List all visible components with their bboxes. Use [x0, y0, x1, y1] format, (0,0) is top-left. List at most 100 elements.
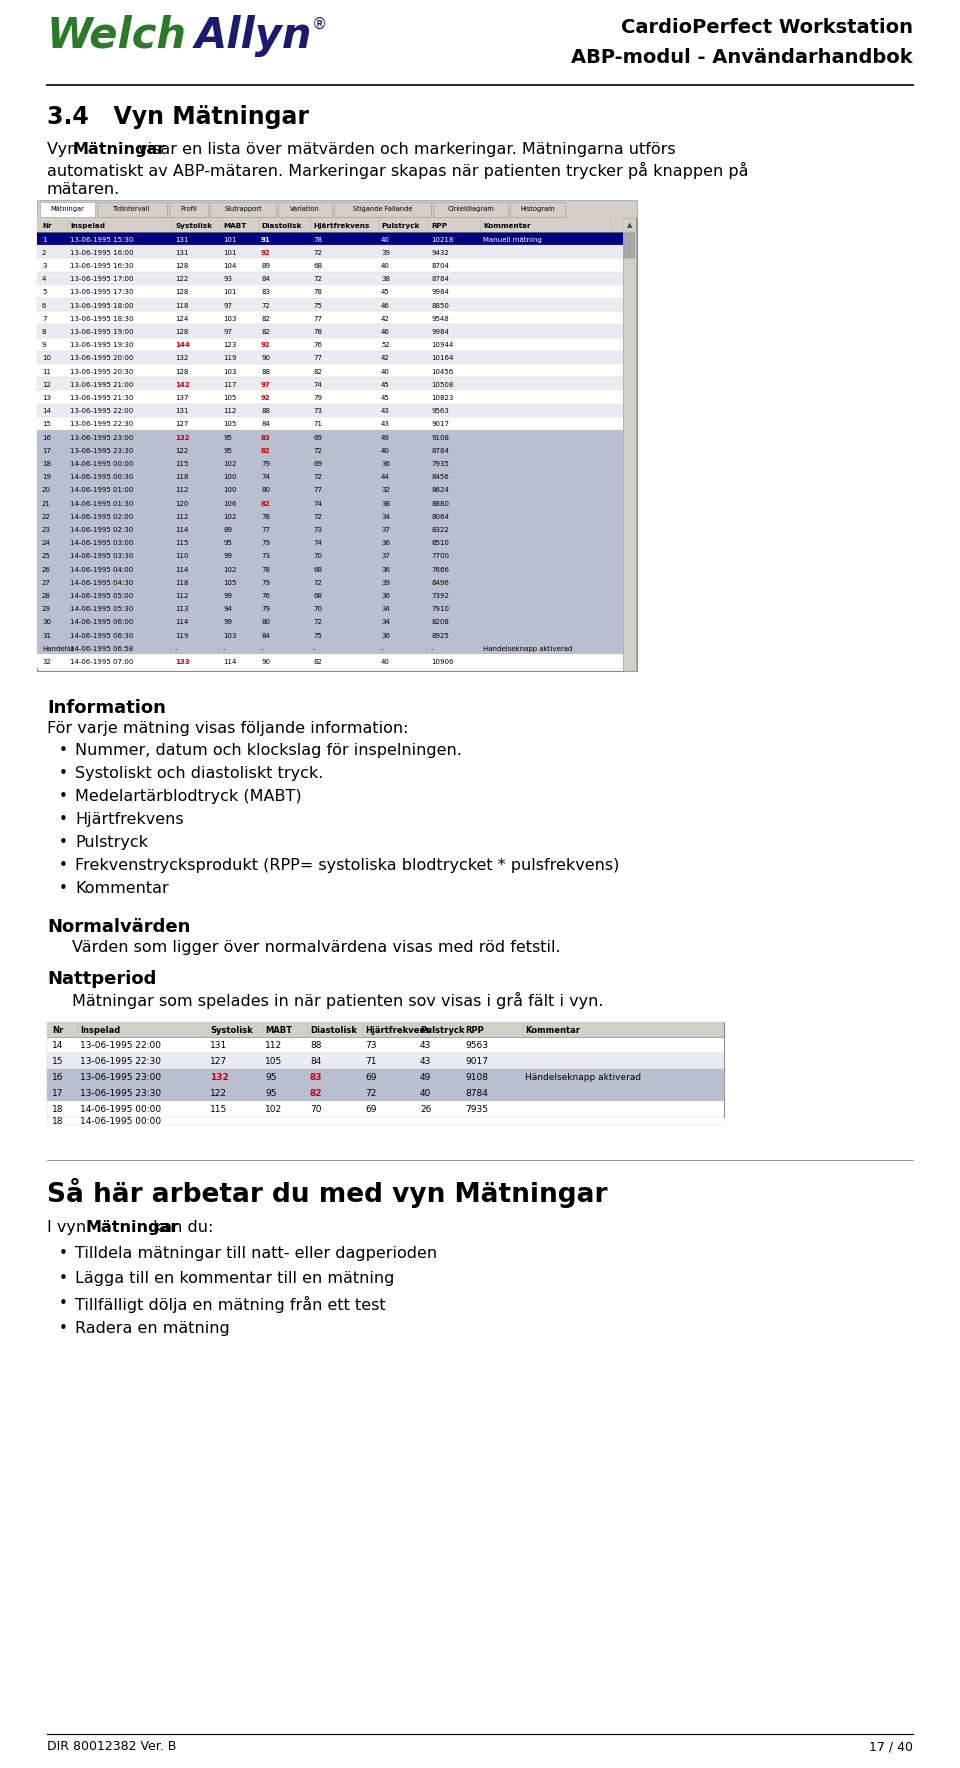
Bar: [37, 562, 623, 575]
Text: 122: 122: [210, 1089, 227, 1098]
Bar: [47, 1022, 724, 1117]
Bar: [47, 1117, 724, 1124]
Text: 42: 42: [381, 316, 390, 322]
Text: 97: 97: [223, 329, 232, 334]
Text: 13-06-1995 20:00: 13-06-1995 20:00: [70, 355, 133, 361]
Text: 128: 128: [175, 368, 188, 375]
Text: 13-06-1995 22:00: 13-06-1995 22:00: [70, 408, 133, 414]
Text: 72: 72: [313, 447, 322, 454]
Text: 93: 93: [223, 276, 232, 283]
Bar: [37, 350, 623, 364]
Text: 120: 120: [175, 500, 188, 507]
Text: 78: 78: [313, 290, 322, 295]
Text: 82: 82: [310, 1089, 323, 1098]
Text: Inspelad: Inspelad: [80, 1025, 120, 1034]
Text: Kommentar: Kommentar: [525, 1025, 580, 1034]
Text: 8: 8: [42, 329, 46, 334]
Text: 72: 72: [365, 1089, 376, 1098]
Text: 114: 114: [175, 619, 188, 626]
Text: 92: 92: [261, 343, 271, 348]
Text: 39: 39: [381, 249, 390, 256]
Text: 112: 112: [175, 488, 188, 493]
Bar: [37, 391, 623, 403]
Bar: [37, 338, 623, 350]
Bar: [97, 202, 167, 217]
Text: 4: 4: [42, 276, 46, 283]
Text: 114: 114: [175, 566, 188, 573]
Text: 38: 38: [381, 276, 390, 283]
Text: 18: 18: [52, 1105, 63, 1114]
Bar: [37, 232, 623, 246]
Text: 137: 137: [175, 394, 188, 401]
Text: 128: 128: [175, 329, 188, 334]
Text: 69: 69: [365, 1073, 376, 1082]
Text: 14: 14: [42, 408, 51, 414]
Bar: [37, 601, 623, 615]
Text: 112: 112: [175, 514, 188, 520]
Text: 110: 110: [175, 553, 188, 559]
Text: 88: 88: [310, 1041, 322, 1050]
Text: 13-06-1995 23:00: 13-06-1995 23:00: [80, 1073, 161, 1082]
Text: 92: 92: [261, 394, 271, 401]
Text: 84: 84: [261, 276, 270, 283]
Text: 23: 23: [42, 527, 51, 532]
Text: 8064: 8064: [431, 514, 449, 520]
Text: 122: 122: [175, 276, 188, 283]
Text: 68: 68: [313, 566, 322, 573]
Text: 13-06-1995 19:00: 13-06-1995 19:00: [70, 329, 133, 334]
Text: Diastolisk: Diastolisk: [310, 1025, 357, 1034]
Text: 84: 84: [261, 421, 270, 428]
Text: 13-06-1995 22:30: 13-06-1995 22:30: [70, 421, 133, 428]
Text: 46: 46: [381, 302, 390, 309]
Text: 17: 17: [52, 1089, 63, 1098]
Text: MABT: MABT: [223, 223, 247, 230]
Text: 45: 45: [381, 290, 390, 295]
Text: 102: 102: [223, 461, 236, 467]
Text: Mätningar: Mätningar: [85, 1220, 179, 1234]
Text: 10: 10: [42, 355, 51, 361]
Text: 83: 83: [310, 1073, 323, 1082]
Text: 8784: 8784: [431, 276, 449, 283]
Text: •: •: [59, 857, 68, 873]
Text: 100: 100: [223, 488, 236, 493]
Text: •: •: [59, 1271, 68, 1285]
Text: 39: 39: [381, 580, 390, 585]
Bar: [37, 483, 623, 497]
Text: 118: 118: [175, 302, 188, 309]
Text: 49: 49: [381, 435, 390, 440]
Text: 31: 31: [42, 633, 51, 638]
Text: 13-06-1995 23:30: 13-06-1995 23:30: [80, 1089, 161, 1098]
Text: 9108: 9108: [431, 435, 449, 440]
Text: ABP-modul - Användarhandbok: ABP-modul - Användarhandbok: [571, 48, 913, 67]
Text: 19: 19: [42, 474, 51, 481]
Text: •: •: [59, 743, 68, 758]
Text: 92: 92: [261, 249, 271, 256]
Text: 89: 89: [261, 263, 270, 269]
Bar: [47, 1052, 724, 1068]
Text: 103: 103: [223, 633, 236, 638]
Text: 70: 70: [310, 1105, 322, 1114]
Text: 29: 29: [42, 606, 51, 612]
Text: 115: 115: [175, 541, 188, 546]
Text: 88: 88: [261, 368, 270, 375]
Text: 9548: 9548: [431, 316, 448, 322]
Text: 40: 40: [381, 237, 390, 242]
Text: 13-06-1995 23:30: 13-06-1995 23:30: [70, 447, 133, 454]
Text: 95: 95: [265, 1073, 276, 1082]
Text: Händelseknapp aktiverad: Händelseknapp aktiverad: [525, 1073, 641, 1082]
Text: Vyn: Vyn: [47, 141, 83, 157]
Text: ®: ®: [312, 18, 327, 32]
Text: 82: 82: [313, 368, 322, 375]
Text: -: -: [223, 645, 226, 652]
Text: 91: 91: [261, 237, 271, 242]
Text: 14-06-1995 01:30: 14-06-1995 01:30: [70, 500, 133, 507]
Text: 13-06-1995 23:00: 13-06-1995 23:00: [70, 435, 133, 440]
Text: 14-06-1995 02:30: 14-06-1995 02:30: [70, 527, 133, 532]
Text: 82: 82: [261, 447, 271, 454]
Text: 43: 43: [420, 1041, 431, 1050]
Text: 40: 40: [381, 447, 390, 454]
Text: 36: 36: [381, 592, 390, 599]
Text: 75: 75: [313, 633, 322, 638]
Text: 6: 6: [42, 302, 46, 309]
Text: Systolisk: Systolisk: [175, 223, 212, 230]
